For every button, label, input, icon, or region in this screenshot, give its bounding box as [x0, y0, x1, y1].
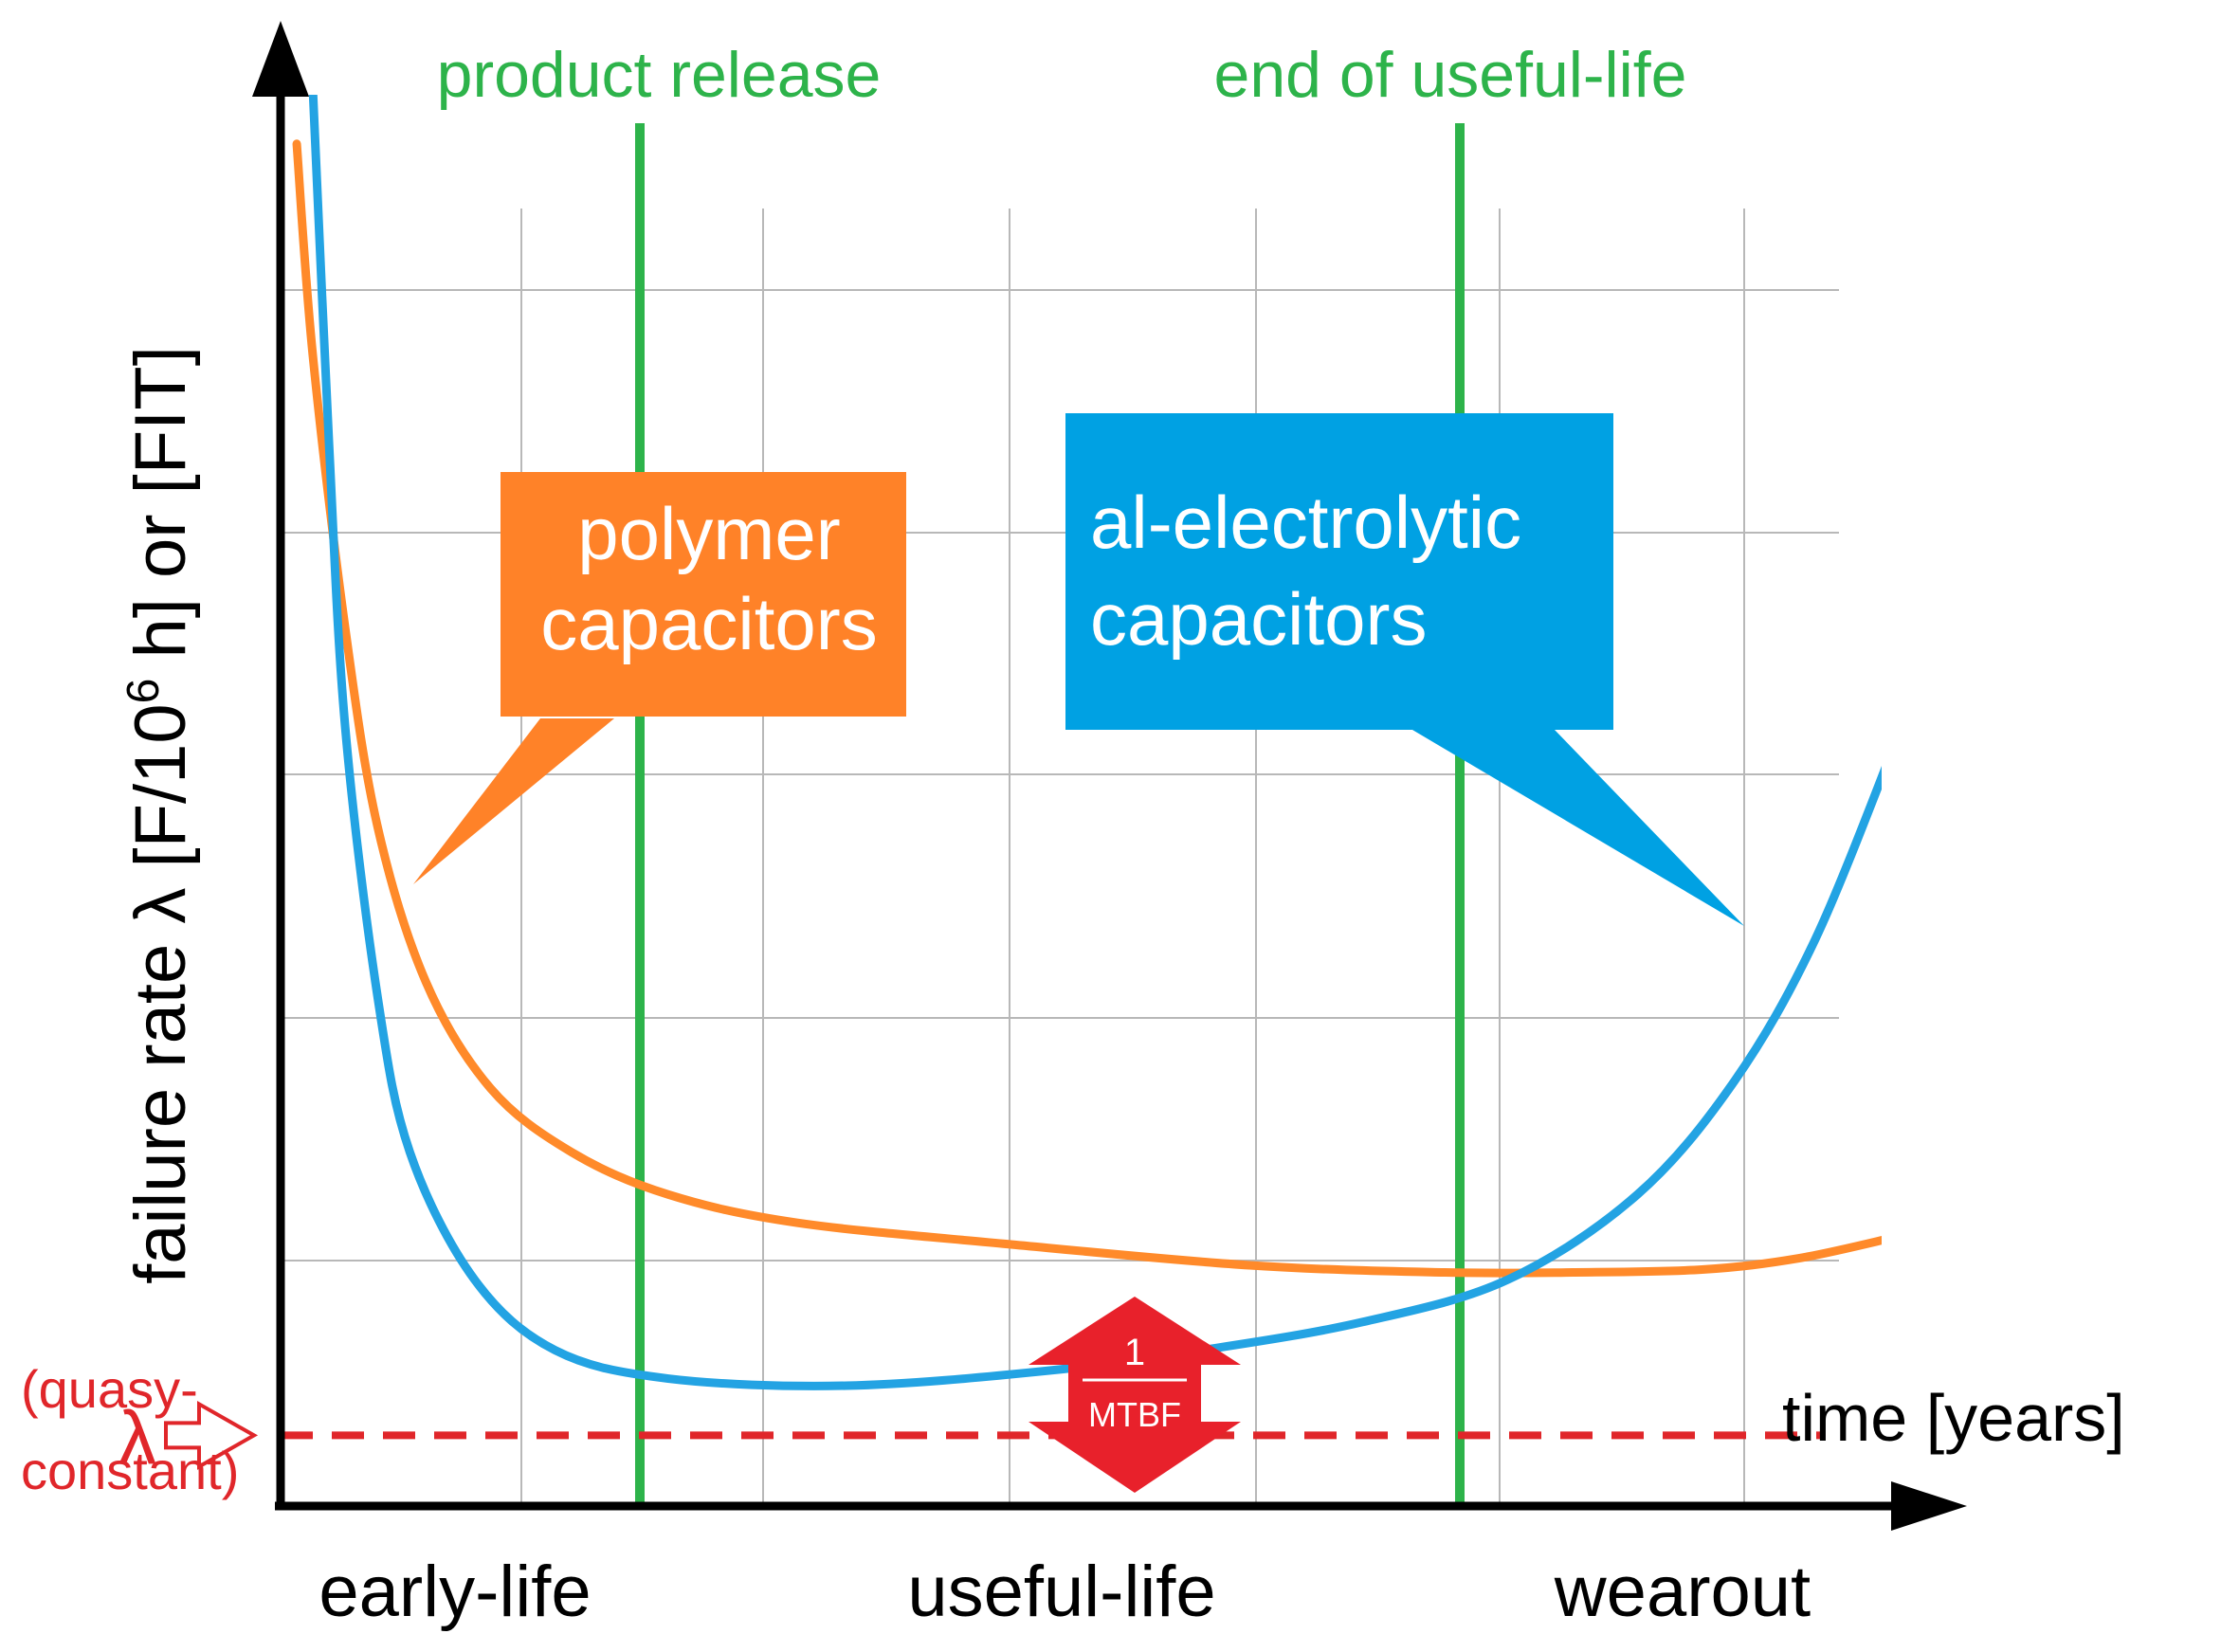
- phase-label: wearout: [1554, 1552, 1811, 1632]
- marker-label: end of useful-life: [1214, 39, 1687, 111]
- phase-labels: early-life useful-life wearout: [319, 1552, 1811, 1632]
- series-line-al-electrolytic: [308, 95, 1882, 1390]
- callout-label: capacitors: [1090, 577, 1428, 661]
- x-axis-arrow: [1891, 1481, 1967, 1531]
- phase-markers: product release end of useful-life: [437, 39, 1687, 1507]
- callout-label: al-electrolytic: [1090, 481, 1521, 564]
- mtbf-numerator: 1: [1124, 1332, 1145, 1373]
- phase-label: early-life: [319, 1552, 591, 1632]
- callout-box: [1065, 413, 1613, 730]
- x-axis-label: time [years]: [1782, 1381, 2125, 1455]
- callout-label: polymer: [577, 492, 840, 575]
- callout-label: capacitors: [540, 582, 878, 665]
- grid: [281, 209, 1839, 1506]
- reference-note: (quasy-: [21, 1359, 198, 1419]
- callout-tail: [413, 718, 614, 884]
- mtbf-marker: 1 MTBF: [1029, 1297, 1241, 1493]
- mtbf-denominator: MTBF: [1088, 1395, 1181, 1434]
- y-axis-label: failure rate λ [F/106 h] or [FIT]: [118, 346, 201, 1284]
- callout-tail: [1412, 730, 1744, 926]
- y-axis-arrow: [252, 21, 309, 97]
- series-curves: [292, 95, 1882, 1390]
- axes: [252, 21, 1967, 1531]
- marker-label: product release: [437, 39, 882, 111]
- series-callouts: polymercapacitorsal-electrolyticcapacito…: [413, 413, 1744, 926]
- callout-box: [501, 472, 906, 717]
- series-line-polymer: [292, 139, 1882, 1278]
- axis-labels: failure rate λ [F/106 h] or [FIT] time […: [118, 346, 2125, 1455]
- reference-symbol: λ: [118, 1395, 156, 1480]
- phase-label: useful-life: [907, 1552, 1215, 1632]
- callout-al-electrolytic: al-electrolytic capacitors: [1065, 413, 1744, 926]
- reference-arrow-icon: [164, 1400, 259, 1470]
- reference-note: constant): [21, 1441, 239, 1500]
- mtbf-double-arrow-icon: [1029, 1297, 1241, 1493]
